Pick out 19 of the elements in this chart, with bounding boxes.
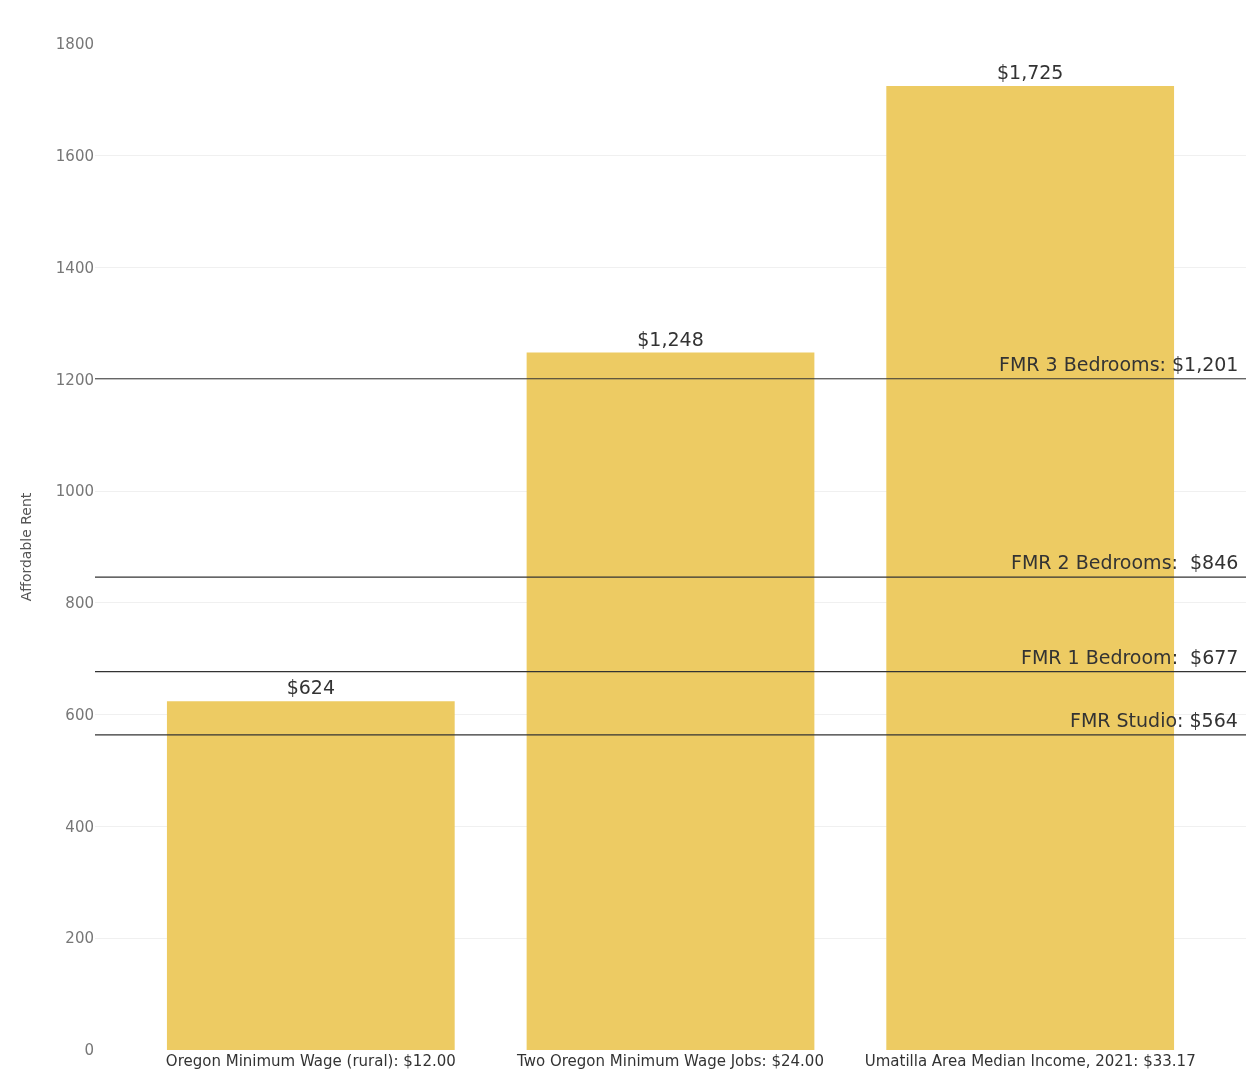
y-tick-label: 400 [65,817,94,836]
y-tick-label: 1600 [55,147,94,166]
bar [526,352,815,1050]
data-label: $1,725 [996,60,1064,83]
x-tick-label: Two Oregon Minimum Wage Jobs: $24.00 [516,1052,824,1070]
y-tick-label: 1800 [55,35,94,54]
y-tick-label: 0 [84,1041,94,1060]
y-tick-label: 1000 [55,482,94,501]
y-tick-label: 200 [65,929,94,948]
y-tick-label: 800 [65,594,94,613]
y-tick-label: 1200 [55,370,94,389]
bar [166,701,455,1050]
x-tick-label: Oregon Minimum Wage (rural): $12.00 [165,1052,456,1070]
data-label: $624 [286,676,335,699]
data-label: $1,248 [637,327,704,350]
y-tick-label: 600 [65,705,94,724]
y-tick-label: 1400 [55,258,94,277]
x-tick-label: Umatilla Area Median Income, 2021: $33.17 [864,1052,1196,1070]
y-axis-title: Affordable Rent [18,492,35,602]
